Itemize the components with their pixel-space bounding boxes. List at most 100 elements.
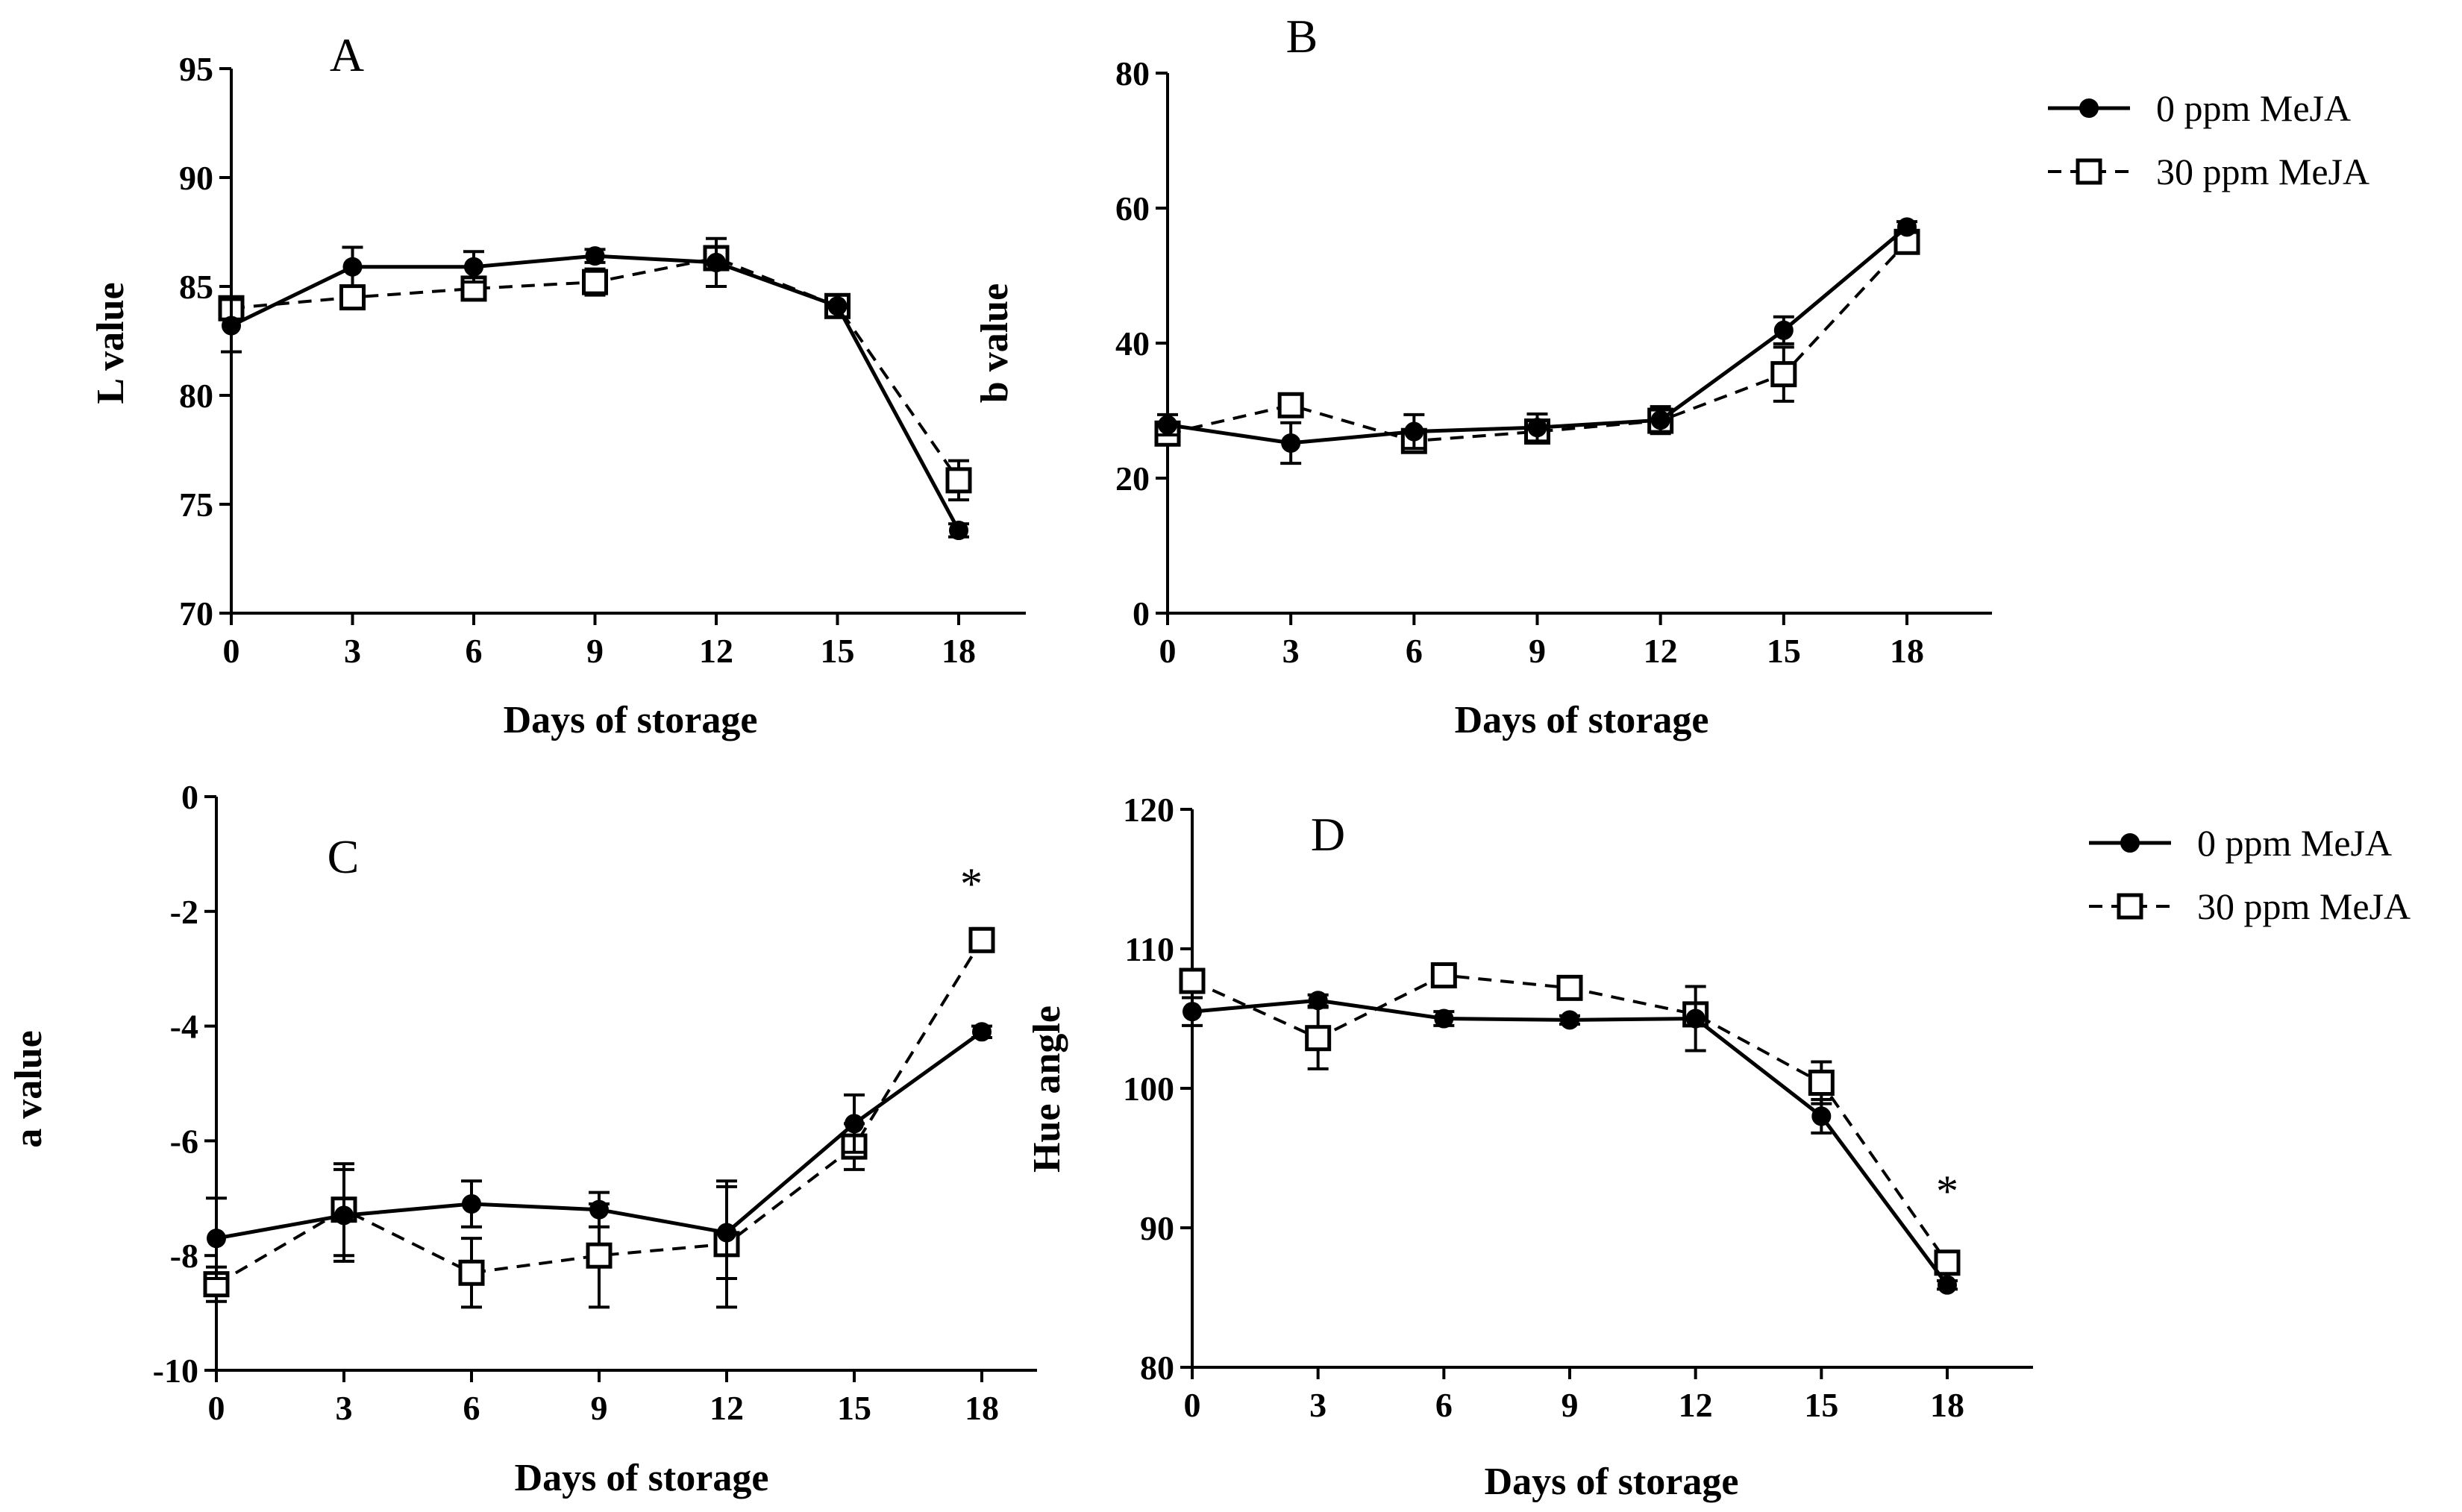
y-tick-label: 20 (1115, 459, 1150, 498)
data-point-30ppm (1305, 1025, 1332, 1052)
x-axis-title: Days of storage (504, 699, 758, 741)
panel-letter: D (1311, 808, 1345, 861)
legend-bottom: 0 ppm MeJA 30 ppm MeJA (2089, 822, 2411, 927)
data-point-0ppm (1308, 991, 1328, 1011)
data-point-0ppm (707, 252, 726, 272)
legend-label: 0 ppm MeJA (2156, 87, 2351, 129)
data-point-30ppm (1556, 974, 1583, 1001)
x-tick-label: 12 (710, 1389, 744, 1427)
legend-marker-filled-circle (2079, 98, 2099, 118)
data-point-30ppm (945, 467, 972, 494)
y-axis-title: b value (974, 283, 1016, 403)
data-point-0ppm (222, 316, 241, 336)
x-tick-label: 9 (1562, 1386, 1579, 1424)
data-point-0ppm (1811, 1106, 1832, 1126)
data-point-0ppm (949, 521, 968, 541)
data-point-0ppm (845, 1114, 864, 1134)
x-tick-label: 0 (208, 1389, 225, 1427)
x-tick-label: 18 (942, 632, 976, 670)
data-point-0ppm (1158, 415, 1177, 435)
data-point-0ppm (585, 246, 605, 266)
x-tick-label: 9 (586, 632, 604, 670)
data-point-0ppm (827, 296, 848, 316)
y-tick-label: 90 (1140, 1209, 1174, 1247)
data-point-0ppm (1685, 1008, 1705, 1029)
x-tick-label: 12 (699, 632, 733, 670)
data-point-0ppm (1527, 418, 1547, 438)
x-tick-label: 3 (1309, 1386, 1326, 1424)
legend-label: 30 ppm MeJA (2197, 885, 2411, 927)
y-tick-label: 95 (179, 50, 213, 88)
x-tick-label: 6 (1406, 632, 1423, 670)
x-tick-label: 3 (1282, 632, 1300, 670)
data-point-0ppm (1938, 1275, 1957, 1295)
legend-top: 0 ppm MeJA 30 ppm MeJA (2048, 87, 2369, 192)
x-tick-label: 0 (1184, 1386, 1201, 1424)
x-tick-label: 12 (1644, 632, 1678, 670)
y-tick-label: -4 (170, 1008, 198, 1046)
x-tick-label: 6 (463, 1389, 480, 1427)
x-tick-label: 6 (1435, 1386, 1453, 1424)
x-tick-label: 12 (1679, 1386, 1713, 1424)
data-point-30ppm (458, 1259, 485, 1286)
x-tick-label: 3 (344, 632, 361, 670)
x-tick-label: 0 (1159, 632, 1177, 670)
y-tick-label: 80 (1140, 1349, 1174, 1387)
y-tick-label: 120 (1123, 791, 1174, 829)
panel-b: 0 20 40 60 80 0 3 6 9 12 15 18 Days of storage b valu… (974, 10, 1992, 741)
y-tick-label: -10 (153, 1352, 198, 1390)
y-tick-label: 100 (1123, 1070, 1174, 1108)
x-tick-label: 18 (965, 1389, 999, 1427)
data-point-30ppm (586, 1242, 613, 1269)
y-tick-label: 0 (181, 778, 198, 816)
data-point-0ppm (1404, 421, 1424, 442)
data-point-0ppm (589, 1199, 609, 1220)
data-point-0ppm (334, 1205, 354, 1226)
data-point-0ppm (207, 1229, 226, 1249)
panel-letter: B (1286, 10, 1318, 63)
data-point-0ppm (1650, 410, 1670, 430)
panel-c: -10 -8 -6 -4 -2 0 0 3 6 9 12 15 18 Days of storage a v… (7, 778, 1037, 1499)
x-tick-label: 15 (821, 632, 855, 670)
x-axis-title: Days of storage (1485, 1461, 1739, 1503)
data-point-0ppm (972, 1022, 992, 1042)
data-point-0ppm (717, 1223, 736, 1243)
data-point-30ppm (1430, 962, 1457, 989)
x-tick-label: 18 (1930, 1386, 1964, 1424)
y-tick-label: 40 (1115, 324, 1150, 363)
panel-a: 70 75 80 85 90 95 0 3 6 9 12 15 18 Days of storage L v… (90, 28, 1026, 741)
data-point-30ppm (339, 284, 366, 311)
data-point-0ppm (464, 257, 483, 277)
x-axis-title: Days of storage (515, 1457, 769, 1499)
significance-marker: * (1936, 1167, 1958, 1216)
x-tick-label: 0 (223, 632, 240, 670)
data-point-0ppm (1281, 433, 1301, 453)
y-tick-label: 90 (179, 159, 213, 197)
y-tick-label: 85 (179, 268, 213, 306)
x-tick-label: 15 (837, 1389, 871, 1427)
data-point-0ppm (1434, 1008, 1454, 1029)
y-tick-label: 75 (179, 486, 213, 524)
y-axis-title: a value (7, 1030, 50, 1147)
legend-marker-open-square (2117, 893, 2143, 920)
x-tick-label: 3 (336, 1389, 353, 1427)
data-point-30ppm (1808, 1070, 1835, 1097)
data-point-30ppm (1770, 361, 1797, 388)
y-tick-label: 110 (1125, 930, 1174, 968)
data-point-0ppm (1897, 217, 1917, 237)
legend-label: 0 ppm MeJA (2197, 822, 2392, 864)
x-tick-label: 18 (1890, 632, 1924, 670)
x-tick-label: 9 (1529, 632, 1546, 670)
data-point-0ppm (1183, 1002, 1202, 1022)
data-point-0ppm (1560, 1010, 1579, 1030)
x-axis-title: Days of storage (1455, 699, 1709, 741)
x-tick-label: 6 (466, 632, 483, 670)
y-tick-label: 60 (1115, 189, 1150, 228)
y-tick-label: 70 (179, 595, 213, 633)
x-tick-label: 15 (1804, 1386, 1838, 1424)
legend-label: 30 ppm MeJA (2156, 151, 2369, 192)
y-tick-label: 80 (179, 377, 213, 415)
legend-marker-open-square (2076, 158, 2102, 185)
y-axis-title: Hue angle (1026, 1006, 1068, 1173)
